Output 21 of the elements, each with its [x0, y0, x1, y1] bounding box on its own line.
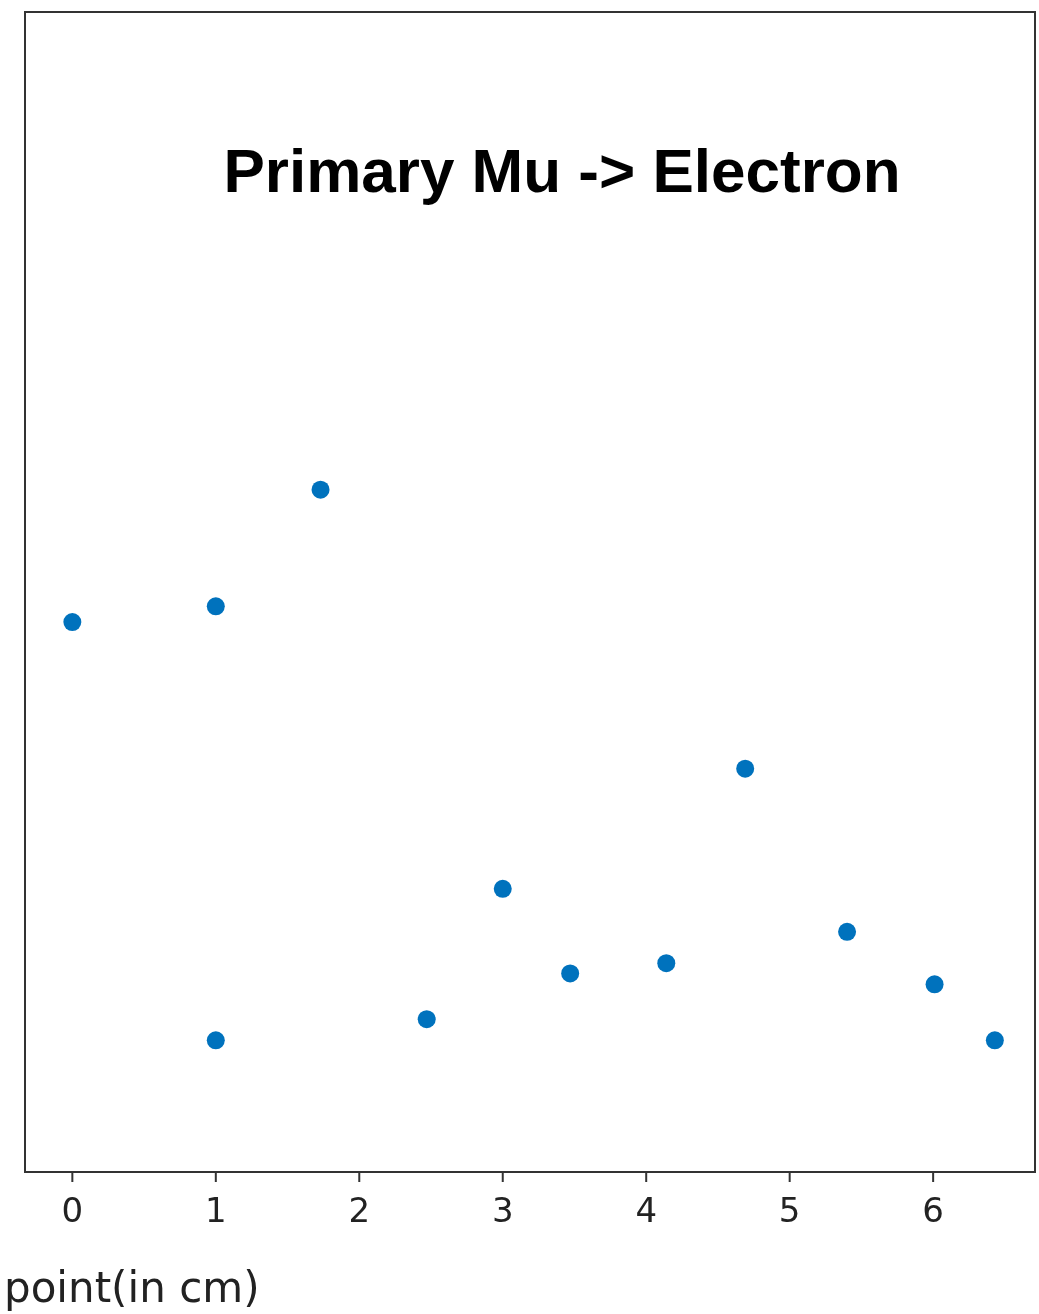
x-tick-label: 3 [491, 1190, 514, 1230]
point [736, 759, 755, 778]
x-axis-title: point(in cm) [4, 1263, 260, 1312]
point [838, 922, 857, 941]
point [925, 975, 944, 994]
chart-title: Primary Mu -> Electron [223, 136, 901, 205]
point [985, 1031, 1004, 1050]
x-tick-label: 1 [204, 1190, 227, 1230]
x-tick-label: 2 [348, 1190, 371, 1230]
x-tick-label: 6 [922, 1190, 944, 1230]
point [561, 964, 580, 983]
x-tick-label: 0 [61, 1190, 84, 1230]
x-tick-label: 4 [635, 1190, 658, 1230]
point [417, 1010, 436, 1029]
point [206, 1031, 225, 1050]
point [493, 879, 512, 898]
point [63, 613, 82, 632]
x-tick-label: 5 [778, 1190, 801, 1230]
point [657, 954, 676, 973]
point [311, 480, 330, 499]
point [206, 597, 225, 616]
